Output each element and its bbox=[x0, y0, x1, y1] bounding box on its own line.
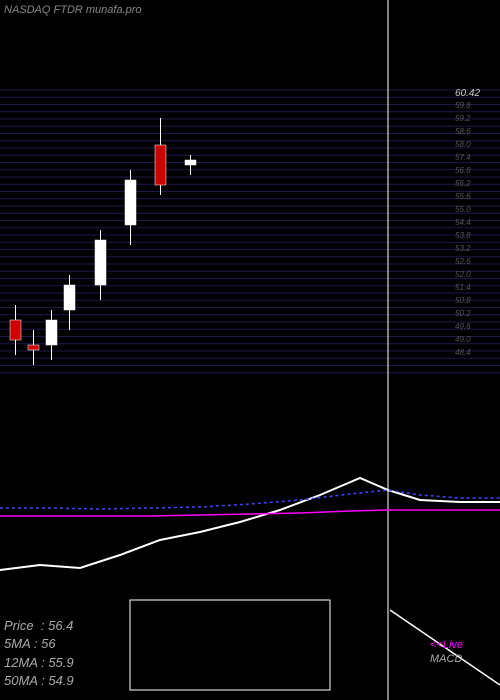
svg-text:59.2: 59.2 bbox=[455, 114, 471, 123]
chart-svg: 60.42 59.8 59.2 58.6 58.0 57.4 56.8 56.2 55.6 55.… bbox=[0, 0, 500, 700]
svg-text:55.6: 55.6 bbox=[455, 192, 471, 201]
svg-text:57.4: 57.4 bbox=[455, 153, 471, 162]
svg-text:60.42: 60.42 bbox=[455, 88, 480, 99]
svg-text:50.8: 50.8 bbox=[455, 296, 471, 305]
stats-box: Price : 56.4 5MA : 56 12MA : 55.9 50MA :… bbox=[4, 617, 74, 690]
stat-price: Price : 56.4 bbox=[4, 617, 74, 635]
svg-text:58.0: 58.0 bbox=[455, 140, 471, 149]
svg-text:49.6: 49.6 bbox=[455, 322, 471, 331]
svg-text:50.2: 50.2 bbox=[455, 309, 471, 318]
chart-container: NASDAQ FTDR munafa.pro 60.42 59.8 59.2 58.6… bbox=[0, 0, 500, 700]
svg-text:48.4: 48.4 bbox=[455, 348, 471, 357]
svg-text:51.4: 51.4 bbox=[455, 283, 471, 292]
svg-text:49.0: 49.0 bbox=[455, 335, 471, 344]
svg-text:59.8: 59.8 bbox=[455, 101, 471, 110]
svg-text:52.6: 52.6 bbox=[455, 257, 471, 266]
stat-5ma: 5MA : 56 bbox=[4, 635, 74, 653]
svg-text:55.0: 55.0 bbox=[455, 205, 471, 214]
svg-text:56.8: 56.8 bbox=[455, 166, 471, 175]
svg-text:54.4: 54.4 bbox=[455, 218, 471, 227]
svg-text:53.2: 53.2 bbox=[455, 244, 471, 253]
svg-text:56.2: 56.2 bbox=[455, 179, 471, 188]
stat-12ma: 12MA : 55.9 bbox=[4, 654, 74, 672]
svg-text:58.6: 58.6 bbox=[455, 127, 471, 136]
stat-50ma: 50MA : 54.9 bbox=[4, 672, 74, 690]
svg-text:MACD: MACD bbox=[430, 653, 462, 665]
svg-text:<<Live: <<Live bbox=[430, 639, 463, 651]
svg-text:53.8: 53.8 bbox=[455, 231, 471, 240]
svg-text:52.0: 52.0 bbox=[455, 270, 471, 279]
chart-header: NASDAQ FTDR munafa.pro bbox=[4, 4, 142, 16]
